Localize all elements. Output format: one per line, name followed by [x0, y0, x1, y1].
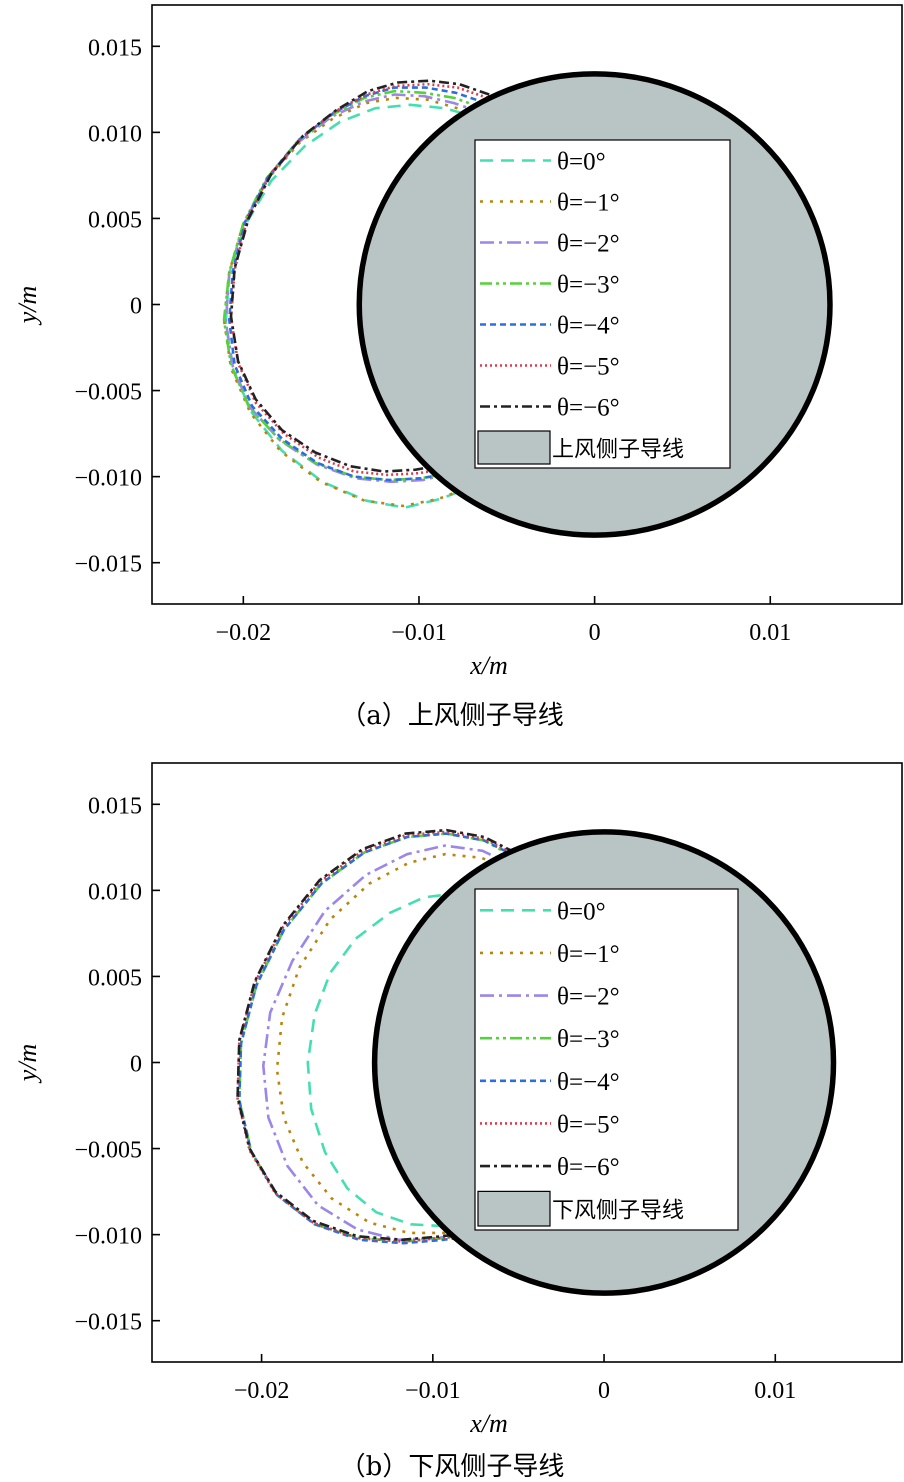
legend-box — [474, 888, 739, 1231]
y-tick-label: 0.010 — [88, 879, 142, 905]
series-line-5 — [236, 830, 516, 1243]
legend-label-6: θ=−6° — [557, 395, 620, 422]
y-axis-label: y/m — [13, 1044, 42, 1085]
series-line-6 — [229, 79, 490, 473]
series-line-3 — [222, 89, 485, 482]
y-tick-label: −0.005 — [74, 380, 142, 406]
legend-label-4: θ=−4° — [557, 313, 620, 340]
legend-label-0: θ=0° — [557, 149, 606, 176]
legend-label-2: θ=−2° — [557, 984, 620, 1011]
legend-swatch-conductor — [477, 1190, 551, 1227]
y-tick-label: −0.010 — [74, 466, 142, 492]
legend-label-1: θ=−1° — [557, 190, 620, 217]
legend-label-5: θ=−5° — [557, 354, 620, 381]
panel-caption: （b）下风侧子导线 — [340, 1452, 565, 1482]
y-tick-label: 0 — [130, 294, 142, 320]
series-line-2 — [262, 844, 516, 1242]
series-line-0 — [306, 892, 488, 1228]
x-tick-label: −0.01 — [405, 1378, 461, 1404]
legend-label-2: θ=−2° — [557, 231, 620, 258]
legend-label-4: θ=−4° — [557, 1069, 620, 1096]
chart-panel-b: −0.02 −0.01 0 0.010.0150.0100.0050−0.005−0.… — [13, 762, 903, 1482]
y-tick-label: 0.005 — [88, 965, 142, 991]
legend-label-1: θ=−1° — [557, 941, 620, 968]
y-tick-label: −0.010 — [74, 1224, 142, 1250]
series-line-4 — [238, 832, 516, 1245]
legend-label-conductor: 上风侧子导线 — [552, 438, 684, 463]
legend-box — [474, 139, 731, 469]
panel-caption: （a）上风侧子导线 — [340, 701, 564, 731]
x-axis-label: x/m — [469, 1409, 508, 1438]
y-axis-label: y/m — [13, 286, 42, 327]
legend-label-3: θ=−3° — [557, 1026, 620, 1053]
x-tick-label: 0 — [598, 1378, 610, 1404]
legend-label-5: θ=−5° — [557, 1111, 620, 1138]
y-tick-label: −0.005 — [74, 1138, 142, 1164]
y-tick-label: 0.015 — [88, 35, 142, 61]
series-line-2 — [224, 93, 485, 484]
legend-label-conductor: 下风侧子导线 — [552, 1199, 684, 1224]
y-tick-label: −0.015 — [74, 552, 142, 578]
x-tick-label: −0.01 — [391, 620, 447, 646]
chart-panel-a: −0.02 −0.01 0 0.010.0150.0100.0050−0.005−0.… — [13, 4, 903, 731]
legend-label-0: θ=0° — [557, 898, 606, 925]
y-tick-label: −0.015 — [74, 1310, 142, 1336]
x-tick-label: −0.02 — [216, 620, 272, 646]
y-tick-label: 0.005 — [88, 207, 142, 233]
x-tick-label: 0 — [589, 620, 601, 646]
legend-label-3: θ=−3° — [557, 272, 620, 299]
y-tick-label: 0.010 — [88, 121, 142, 147]
y-tick-label: 0.015 — [88, 793, 142, 819]
x-tick-label: −0.02 — [234, 1378, 290, 1404]
y-tick-label: 0 — [130, 1052, 142, 1078]
series-line-5 — [229, 82, 488, 477]
legend-label-6: θ=−6° — [557, 1154, 620, 1181]
series-line-6 — [236, 828, 516, 1242]
legend-swatch-conductor — [477, 430, 551, 465]
x-axis-label: x/m — [469, 651, 508, 680]
x-tick-label: 0.01 — [754, 1378, 796, 1404]
x-tick-label: 0.01 — [749, 620, 791, 646]
